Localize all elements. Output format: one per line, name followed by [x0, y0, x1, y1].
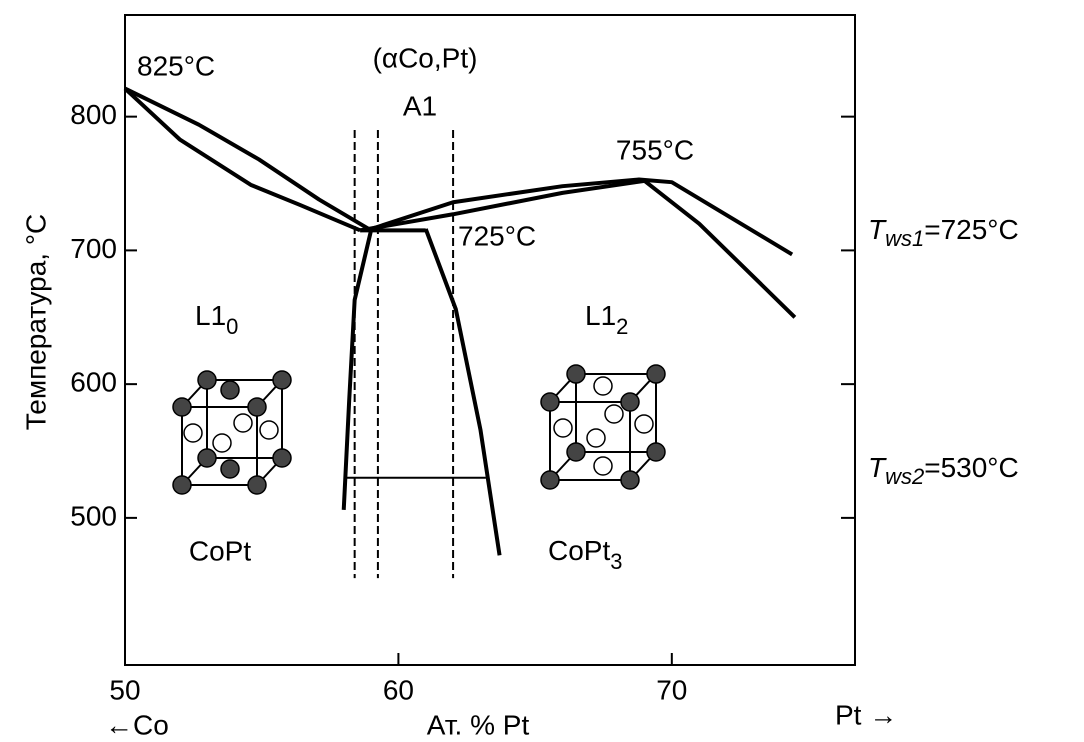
- phase-boundary: [423, 228, 502, 556]
- temperature-label: Tws1=725°C: [868, 214, 1019, 250]
- symbol-subscript: ws1: [885, 226, 924, 251]
- phase-name: L1: [585, 300, 616, 331]
- phase-name: L1: [195, 300, 226, 331]
- axis-end-label: ←Co: [105, 709, 169, 740]
- annotation: 755°C: [616, 134, 694, 165]
- phase-subscript: 2: [616, 314, 628, 339]
- annotation: 725°C: [458, 220, 536, 251]
- symbol-subscript: ws2: [885, 464, 924, 489]
- crystal-icon: [172, 370, 292, 495]
- annotation: CoPt: [189, 535, 251, 566]
- phase-boundary: [370, 177, 794, 257]
- x-tick-label: 60: [383, 674, 414, 705]
- y-tick-label: 800: [70, 99, 117, 130]
- phase-boundary: [359, 178, 797, 319]
- phase-label: L10: [195, 300, 238, 338]
- phase-boundary: [123, 87, 361, 233]
- axis-end-label: Pt →: [835, 699, 897, 730]
- phase-boundary: [124, 86, 373, 233]
- phase-boundary: [341, 229, 374, 510]
- phase-label: L12: [585, 300, 628, 338]
- symbol: T: [868, 452, 887, 483]
- y-tick-label: 500: [70, 500, 117, 531]
- annotation: (αCo,Pt): [373, 42, 478, 73]
- crystal-icon: [540, 364, 666, 490]
- y-axis-label: Температура, °C: [20, 214, 51, 431]
- x-tick-label: 70: [656, 674, 687, 705]
- temperature-label: Tws2=530°C: [868, 452, 1019, 488]
- y-tick-label: 700: [70, 233, 117, 264]
- plot-frame: [124, 14, 856, 666]
- y-tick-label: 600: [70, 367, 117, 398]
- symbol: T: [868, 214, 887, 245]
- phase-subscript: 3: [610, 549, 622, 574]
- annotation: 825°C: [137, 50, 215, 81]
- phase-label: CoPt3: [548, 535, 623, 573]
- value-text: =530°C: [924, 452, 1019, 483]
- value-text: =725°C: [924, 214, 1019, 245]
- phase-subscript: 0: [226, 314, 238, 339]
- x-tick-label: 50: [109, 674, 140, 705]
- phase-name: CoPt: [548, 535, 610, 566]
- x-axis-label: Ат. % Pt: [427, 709, 530, 740]
- annotation: A1: [403, 90, 437, 121]
